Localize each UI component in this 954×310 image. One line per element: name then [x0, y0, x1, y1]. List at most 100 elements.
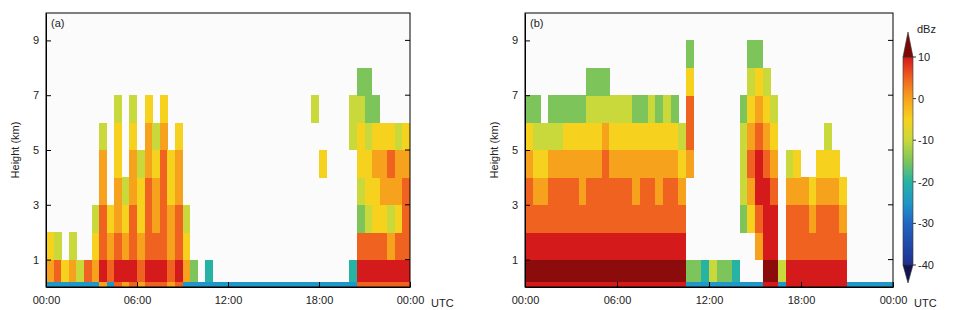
cell	[602, 150, 610, 178]
cell	[205, 282, 213, 287]
cell	[220, 282, 228, 287]
cell	[740, 282, 748, 287]
cell	[525, 150, 533, 178]
cell	[380, 123, 388, 151]
cell	[152, 282, 160, 287]
cell	[175, 177, 183, 205]
cell	[579, 232, 587, 260]
cells	[46, 68, 410, 287]
cell	[594, 95, 602, 123]
cell	[160, 123, 168, 151]
cell	[678, 232, 686, 260]
cell	[46, 282, 54, 287]
cell	[686, 260, 694, 282]
cell	[671, 150, 679, 178]
cell	[92, 232, 100, 260]
cell	[609, 260, 617, 282]
cell	[793, 232, 801, 260]
cell	[387, 150, 395, 178]
cell	[763, 68, 771, 96]
cell	[824, 232, 832, 260]
cell	[46, 260, 54, 282]
panel-title: (a)	[51, 17, 64, 29]
cell	[839, 205, 847, 233]
cell	[372, 177, 380, 205]
cell	[586, 232, 594, 260]
plot-frame	[525, 13, 893, 287]
cell	[686, 282, 694, 287]
cell	[747, 95, 755, 123]
cell	[571, 232, 579, 260]
cell	[563, 205, 571, 233]
cell	[160, 177, 168, 205]
cell	[747, 123, 755, 151]
cell	[586, 205, 594, 233]
cell	[145, 95, 153, 123]
cell	[770, 282, 778, 287]
cell	[266, 282, 274, 287]
cell	[816, 282, 824, 287]
cell	[686, 150, 694, 178]
cell	[755, 205, 763, 233]
y-tick-label: 9	[512, 34, 518, 46]
x-tick: 18:00	[306, 282, 334, 306]
cell	[763, 232, 771, 260]
cell	[167, 177, 175, 205]
cell	[602, 205, 610, 233]
cell	[243, 282, 251, 287]
cell	[372, 123, 380, 151]
cell	[533, 177, 541, 205]
cell	[372, 282, 380, 287]
y-tick-mark-right	[405, 204, 410, 205]
cell	[594, 68, 602, 96]
cell	[540, 282, 548, 287]
cell	[122, 282, 130, 287]
cell	[99, 205, 107, 233]
cell	[870, 282, 878, 287]
cell	[801, 232, 809, 260]
cell	[625, 260, 633, 282]
cell	[632, 150, 640, 178]
y-tick-mark-right	[888, 259, 893, 260]
cell	[525, 123, 533, 151]
cell	[663, 150, 671, 178]
cell	[770, 260, 778, 282]
cell	[648, 150, 656, 178]
cell	[380, 150, 388, 178]
x-tick-label: 12:00	[696, 294, 724, 306]
cell	[357, 150, 365, 178]
x-axis: 00:0006:0012:0018:0000:00	[33, 282, 425, 306]
y-tick-label: 1	[33, 254, 39, 266]
x-tick-label: 06:00	[604, 294, 632, 306]
cell	[129, 95, 137, 123]
cell	[586, 123, 594, 151]
cell	[76, 282, 84, 287]
cell	[402, 232, 410, 260]
colorbar-extend-top	[903, 32, 913, 57]
cell	[61, 282, 69, 287]
cell	[99, 260, 107, 282]
cell	[847, 282, 855, 287]
cell	[357, 177, 365, 205]
cell	[365, 177, 373, 205]
cell	[46, 232, 54, 260]
cell	[625, 95, 633, 123]
cell	[395, 260, 403, 282]
cell	[160, 205, 168, 233]
cell	[832, 177, 840, 205]
cell	[862, 282, 870, 287]
cell	[533, 123, 541, 151]
panel-title: (b)	[530, 17, 543, 29]
cell	[755, 68, 763, 96]
cell	[655, 95, 663, 123]
cell	[365, 95, 373, 123]
cell	[365, 205, 373, 233]
cell	[175, 205, 183, 233]
x-tick-mark	[617, 282, 618, 287]
cell	[198, 282, 206, 287]
cell	[571, 205, 579, 233]
cell	[137, 177, 145, 205]
cell	[732, 282, 740, 287]
cell	[824, 260, 832, 282]
y-tick-label: 3	[33, 199, 39, 211]
